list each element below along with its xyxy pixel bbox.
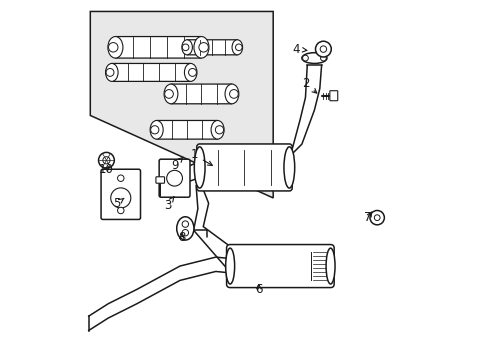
FancyBboxPatch shape: [329, 91, 337, 101]
Circle shape: [164, 90, 173, 98]
Circle shape: [315, 41, 330, 57]
Text: 6: 6: [255, 283, 262, 296]
Ellipse shape: [284, 147, 294, 188]
Text: 3: 3: [163, 197, 174, 212]
Ellipse shape: [164, 84, 178, 104]
Ellipse shape: [225, 248, 234, 284]
Ellipse shape: [325, 248, 334, 284]
Ellipse shape: [232, 40, 242, 55]
Text: 9: 9: [170, 157, 183, 172]
Circle shape: [320, 55, 325, 61]
Circle shape: [182, 44, 188, 51]
Circle shape: [117, 175, 124, 181]
Circle shape: [110, 188, 131, 208]
Ellipse shape: [182, 40, 192, 55]
Circle shape: [215, 126, 223, 134]
Polygon shape: [90, 12, 273, 198]
Ellipse shape: [150, 121, 163, 139]
Circle shape: [320, 46, 326, 52]
Ellipse shape: [105, 63, 118, 81]
Text: 7: 7: [364, 211, 371, 224]
Circle shape: [108, 42, 118, 52]
Text: 4: 4: [292, 42, 306, 55]
Circle shape: [99, 152, 114, 168]
Circle shape: [102, 157, 110, 164]
Circle shape: [369, 211, 384, 225]
Ellipse shape: [224, 84, 238, 104]
Circle shape: [166, 170, 182, 186]
FancyBboxPatch shape: [112, 63, 190, 81]
FancyBboxPatch shape: [159, 159, 190, 197]
FancyBboxPatch shape: [226, 244, 333, 288]
Circle shape: [373, 215, 379, 221]
FancyBboxPatch shape: [156, 121, 217, 139]
Text: 5: 5: [113, 197, 123, 210]
Text: 2: 2: [301, 77, 316, 93]
Circle shape: [229, 90, 238, 98]
Circle shape: [302, 55, 308, 61]
Circle shape: [199, 42, 208, 52]
Ellipse shape: [301, 53, 326, 63]
FancyBboxPatch shape: [101, 169, 140, 220]
Ellipse shape: [194, 37, 208, 58]
FancyBboxPatch shape: [115, 37, 201, 58]
Text: 10: 10: [99, 163, 114, 176]
Ellipse shape: [184, 63, 197, 81]
FancyBboxPatch shape: [187, 40, 237, 55]
Text: 1: 1: [190, 148, 212, 166]
FancyBboxPatch shape: [196, 144, 292, 191]
Circle shape: [188, 68, 196, 76]
Circle shape: [182, 221, 188, 227]
Circle shape: [106, 68, 114, 76]
FancyBboxPatch shape: [171, 84, 231, 104]
Ellipse shape: [108, 37, 122, 58]
Circle shape: [150, 126, 159, 134]
Circle shape: [117, 207, 124, 214]
Ellipse shape: [176, 217, 194, 240]
Ellipse shape: [211, 121, 224, 139]
Ellipse shape: [194, 147, 204, 188]
Circle shape: [182, 229, 188, 236]
Text: 8: 8: [178, 231, 185, 244]
Circle shape: [235, 44, 242, 51]
FancyBboxPatch shape: [156, 177, 164, 183]
